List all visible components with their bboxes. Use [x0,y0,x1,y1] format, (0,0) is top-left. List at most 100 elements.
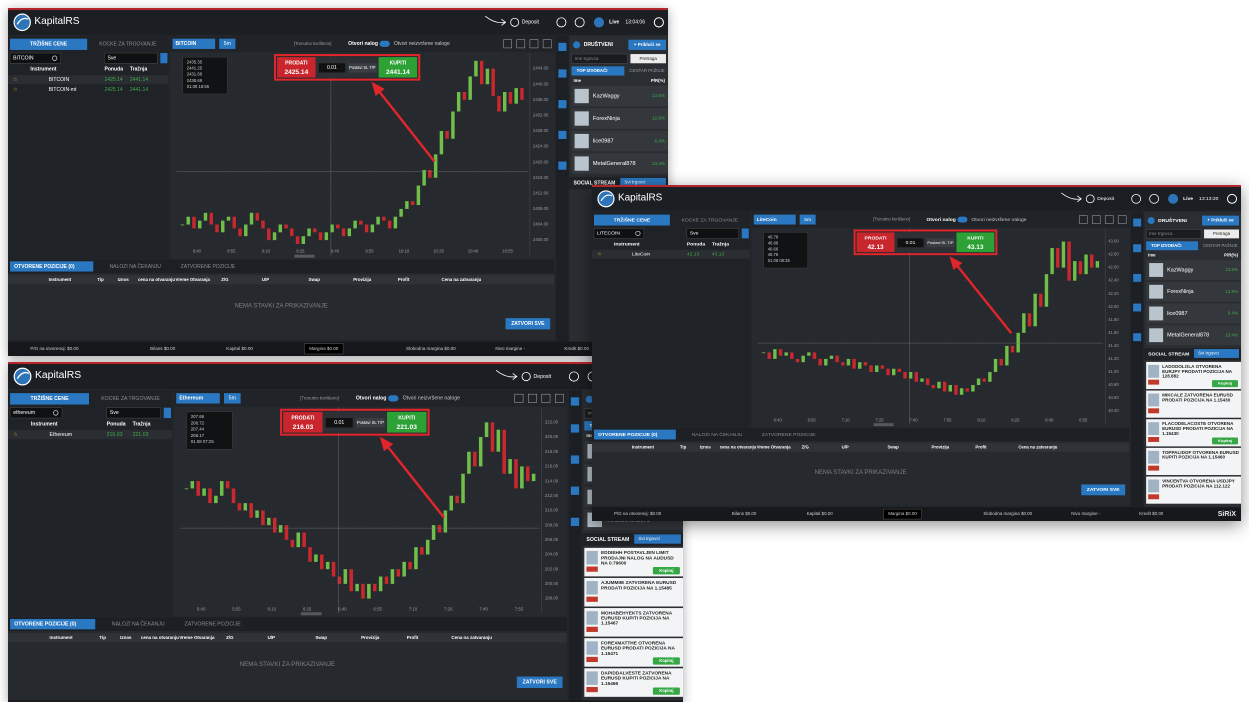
post-flag [586,687,597,692]
side-icon[interactable] [558,43,566,51]
market-bid: 42.13 [687,252,700,258]
candle [313,228,316,232]
sltp-label: Postavi SL T/P [927,240,954,245]
positions-tab[interactable]: NALOZI NA ČEKANJU [110,263,162,270]
y-tick-label: 220.00 [545,434,559,439]
candle [1022,313,1025,333]
side-icon[interactable] [571,424,579,432]
candle [202,488,206,495]
copy-label[interactable]: Kopiraj [1218,381,1232,386]
clock: 13:04:06 [625,20,645,26]
candle [449,496,453,511]
tab-label[interactable]: KOCKE ZA TRGOVANJE [101,396,160,402]
post-text-box: MIKCALE ZATVORENA EURUSD PRODATI POZICIJ… [1162,392,1239,408]
candle [273,518,277,533]
chart-area [170,52,554,259]
positions-tab[interactable]: OTVORENE POZICIJE (0) [598,432,658,438]
screenshot-bitcoin: KapitalRSDepositLive13:04:06TRŽIŠNE CENE… [8,8,668,356]
candle [977,378,980,385]
side-strip [1131,212,1143,507]
side-icon[interactable] [558,131,566,139]
post-avatar [1148,451,1159,464]
tab-label[interactable]: KOCKE ZA TRGOVANJE [99,42,157,48]
candle [326,562,330,569]
deposit-button[interactable]: Deposit [1097,196,1115,202]
positions-tab[interactable]: OTVORENE POZICIJE (0) [14,264,75,270]
candle [1096,261,1099,268]
scrollbar [301,612,322,615]
trader-pr: 6.4% [655,138,665,143]
candle [485,422,489,437]
candle [302,236,305,244]
side-icon[interactable] [1133,333,1141,341]
column-header: Swap [315,635,327,640]
x-tick-label: 10:10 [399,249,410,254]
column-header: Z/G [221,277,229,282]
side-icon[interactable] [1133,219,1141,227]
tab-label[interactable]: TRŽIŠNE CENE [31,394,70,402]
candle [491,69,494,96]
candle [365,225,368,233]
header-bar [8,362,683,389]
side-icon[interactable] [1133,244,1141,252]
y-tick-label: 218.00 [545,449,559,454]
column-header: Provizija [931,445,949,450]
toggle[interactable] [388,395,398,401]
ohlc-time: 01.08 18:55 [187,84,210,89]
buy-label: KUPITI [390,61,407,67]
tab-label[interactable]: TRŽIŠNE CENE [30,40,68,48]
positions-tab[interactable]: NALOZI NA ČEKANJU [112,621,165,628]
footer-stat: Bilans $0.00 [150,346,176,351]
copy-label[interactable]: Kopiraj [659,658,673,663]
footer-stat: Margina $0.00 [888,511,917,516]
toggle[interactable] [957,217,967,223]
header-bar [8,8,668,35]
positions-tab[interactable]: OTVORENE POZICIJE (0) [14,622,76,628]
side-icon[interactable] [1133,274,1141,282]
candle [399,209,402,217]
candle [773,349,776,359]
buy-label: KUPITI [967,236,984,242]
stream-title: SOCIAL STREAM [1148,351,1189,357]
trader-pr: 13.4% [1225,332,1238,337]
positions-tab[interactable]: ZATVORENE POZICIJE [185,622,242,628]
column-header: Swap [888,445,900,450]
copy-label[interactable]: Kopiraj [659,568,673,573]
sell-price: 216.03 [293,424,314,431]
side-icon[interactable] [558,162,566,170]
deposit-button[interactable]: Deposit [522,20,540,26]
post-avatar [586,611,597,624]
sell-price: 2425.14 [284,69,308,76]
candle [342,228,345,236]
header-accent [592,185,1241,187]
copy-label[interactable]: Kopiraj [1218,438,1232,443]
candle [445,131,448,139]
post-text: MOHABEHYEKTS ZATVORENA EURUSD KUPITI POZ… [601,610,681,627]
side-icon[interactable] [558,69,566,77]
positions-tab[interactable]: ZATVORENE POZICIJE [181,264,236,270]
side-icon[interactable] [571,397,579,405]
ohlc-value: 2431.66 [187,72,203,77]
candle [379,577,383,592]
tab-label[interactable]: KOCKE ZA TRGOVANJE [682,217,739,223]
side-icon[interactable] [571,518,579,526]
toggle[interactable] [380,41,390,47]
side-icon[interactable] [571,455,579,463]
candle [238,503,242,510]
copy-label[interactable]: Kopiraj [659,688,673,693]
ohlc-value: 2441.25 [187,66,203,71]
column-header: Cena na zatvaranju [442,277,482,282]
candle [388,221,391,229]
side-icon[interactable] [1133,304,1141,312]
y-tick-label: 202.00 [545,566,559,571]
candle [1062,242,1065,268]
candle [284,225,287,229]
trader-avatar [575,134,589,148]
positions-tab[interactable]: NALOZI NA ČEKANJU [692,431,743,438]
deposit-button[interactable]: Deposit [533,374,551,380]
column-header: cena na otvaranju [138,277,175,282]
side-icon[interactable] [558,100,566,108]
side-icon[interactable] [571,487,579,495]
positions-tab[interactable]: ZATVORENE POZICIJE [762,432,817,438]
logo-text: KapitalRS [618,192,663,203]
